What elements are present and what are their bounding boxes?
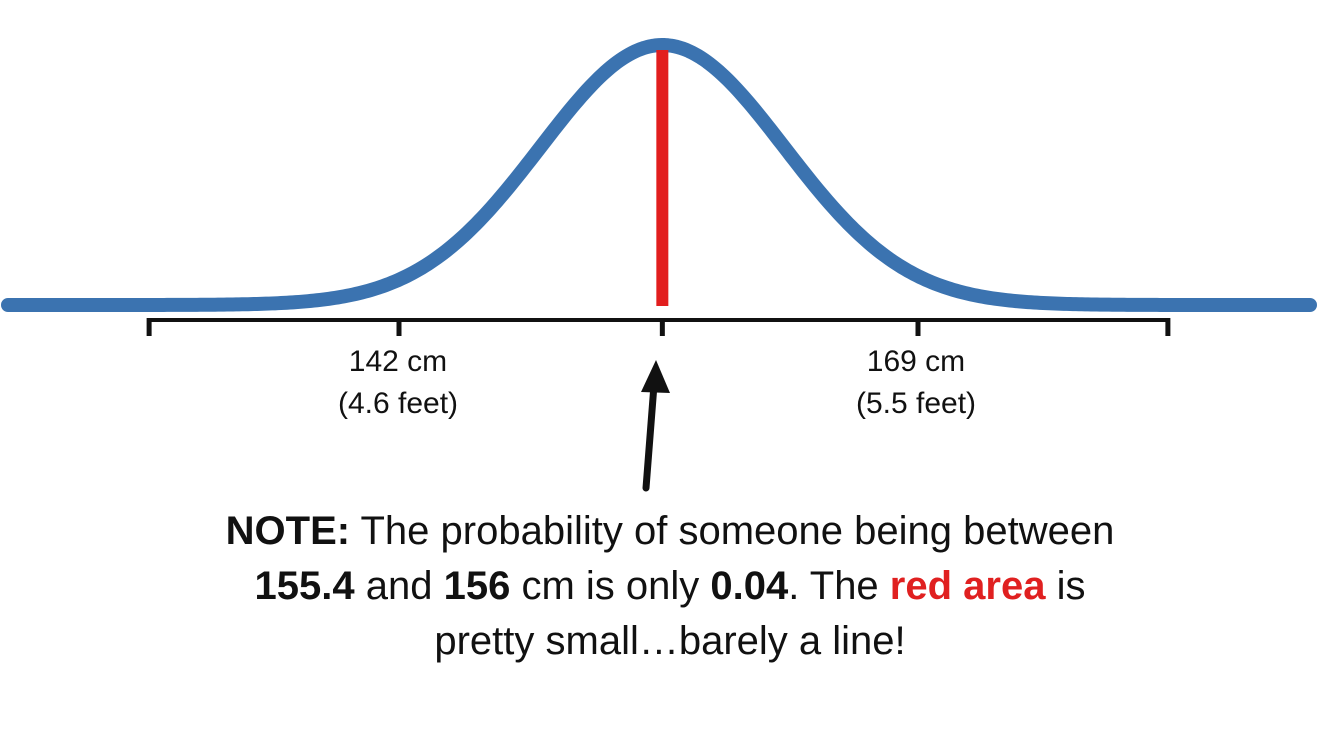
- note-text-2: and: [354, 564, 444, 608]
- normal-curve: [1, 38, 1317, 312]
- note-text-5: is pretty small…barely a line!: [434, 564, 1086, 663]
- note-low-value: 155.4: [254, 564, 355, 608]
- tick-label-169-cm: 169 cm: [866, 345, 966, 378]
- note-high-value: 156: [443, 564, 511, 608]
- note-text-1: The probability of someone being between: [350, 509, 1115, 553]
- tick-label-142: 142 cm (4.6 feet): [278, 341, 518, 425]
- arrow-shaft: [642, 381, 658, 492]
- tick-label-142-feet: (4.6 feet): [337, 387, 459, 420]
- x-axis: [146, 318, 1171, 336]
- tick-label-169: 169 cm (5.5 feet): [796, 341, 1036, 425]
- note-caption: NOTE: The probability of someone being b…: [210, 504, 1130, 669]
- note-red-area-phrase: red area: [889, 564, 1046, 608]
- tick-label-142-cm: 142 cm: [348, 345, 448, 378]
- note-text-3: cm is only: [510, 564, 711, 608]
- pointer-arrow: [641, 360, 670, 492]
- note-label: NOTE:: [225, 509, 351, 553]
- arrow-head: [641, 360, 670, 393]
- tick-label-169-feet: (5.5 feet): [855, 387, 977, 420]
- note-probability: 0.04: [710, 564, 789, 608]
- note-text-4: . The: [788, 564, 890, 608]
